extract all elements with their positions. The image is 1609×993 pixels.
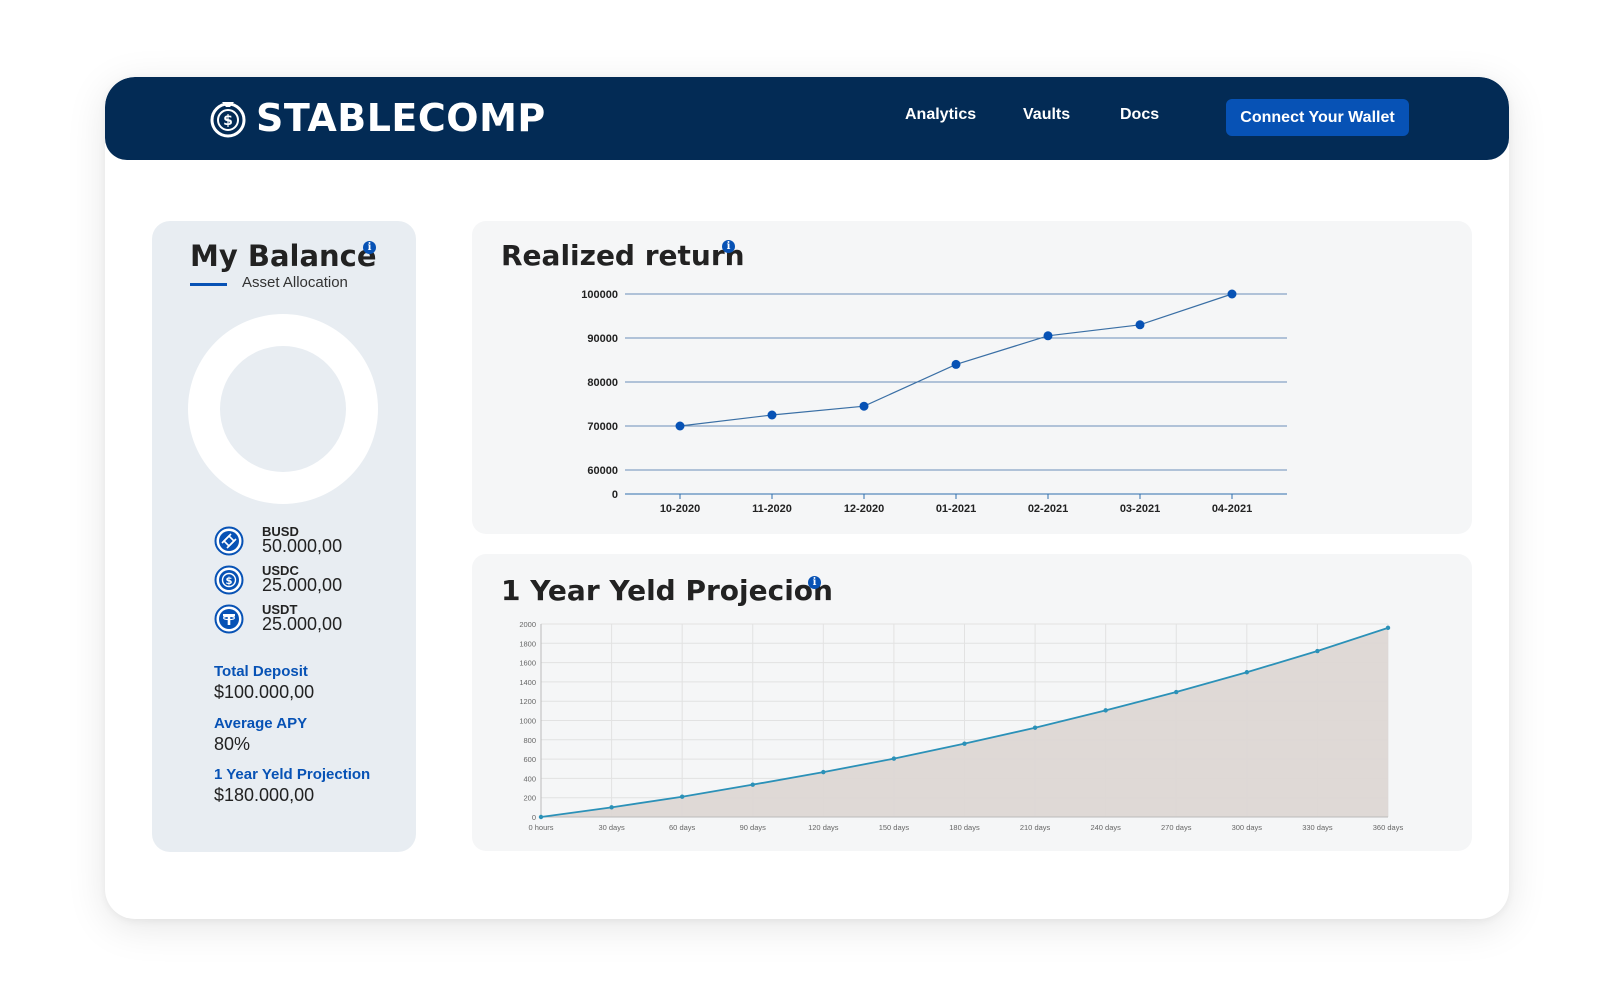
data-point	[609, 805, 614, 810]
svg-text:$: $	[226, 576, 233, 587]
subtitle-underline	[190, 283, 227, 286]
stat-label-total-deposit: Total Deposit	[214, 663, 308, 680]
stat-label-yield-projection: 1 Year Yeld Projection	[214, 766, 371, 783]
data-point	[538, 814, 544, 820]
data-point	[679, 794, 685, 799]
x-tick-label: 270 days	[1161, 823, 1192, 832]
balance-title: My Balance	[190, 239, 377, 273]
x-tick-label: 0 hours	[528, 823, 553, 832]
allocation-donut[interactable]	[188, 314, 378, 504]
y-tick-label: 80000	[587, 377, 618, 389]
y-tick-label: 60000	[587, 465, 618, 477]
data-point	[1315, 648, 1320, 654]
yield-projection-title: 1 Year Yeld Projecion	[501, 574, 833, 607]
money-bag-icon: $	[210, 102, 246, 138]
usdt-icon	[214, 604, 244, 634]
x-tick-label: 330 days	[1302, 823, 1333, 832]
data-point	[951, 359, 961, 369]
x-tick-label: 120 days	[808, 823, 839, 832]
x-tick-label: 10-2020	[660, 503, 700, 515]
y-tick-label: 800	[523, 736, 536, 745]
asset-name: BUSD	[262, 524, 299, 539]
y-tick-label: 1000	[519, 717, 536, 726]
app-frame: $ STABLECOMP Analytics Vaults Docs Conne…	[105, 77, 1509, 919]
y-tick-label: 70000	[587, 421, 618, 433]
info-icon[interactable]: i	[722, 240, 735, 253]
brand-logo[interactable]: $ STABLECOMP	[208, 96, 546, 140]
data-point	[1385, 625, 1391, 631]
data-point	[1174, 689, 1179, 695]
asset-name: USDC	[262, 563, 299, 578]
balance-card: My Balance i Asset Allocation BUSD 50.00…	[152, 221, 416, 852]
data-point	[1227, 289, 1237, 299]
info-icon[interactable]: i	[808, 576, 821, 589]
x-tick-label: 300 days	[1232, 823, 1263, 832]
nav-docs[interactable]: Docs	[1120, 106, 1160, 123]
asset-value: 25.000,00	[262, 575, 343, 595]
navbar: $ STABLECOMP Analytics Vaults Docs Conne…	[105, 77, 1509, 160]
info-icon[interactable]: i	[363, 241, 376, 254]
x-tick-label: 150 days	[879, 823, 910, 832]
data-point	[1135, 320, 1145, 330]
y-tick-label: 600	[523, 755, 536, 764]
x-tick-label: 240 days	[1090, 823, 1121, 832]
data-point	[1032, 725, 1038, 730]
busd-icon	[214, 526, 244, 556]
realized-return-panel: 0 60000 70000 80000 90000 100000 10-2020 11-202…	[472, 221, 1472, 534]
data-point	[891, 756, 897, 761]
nav-analytics[interactable]: Analytics	[905, 106, 977, 123]
x-tick-label: 180 days	[949, 823, 980, 832]
y-tick-label: 1600	[519, 659, 536, 668]
connect-wallet-button[interactable]: Connect Your Wallet	[1226, 99, 1409, 136]
y-tick-label: 1400	[519, 678, 536, 687]
asset-value: 50.000,00	[262, 536, 343, 556]
x-tick-label: 03-2021	[1120, 503, 1160, 515]
brand-name: STABLECOMP	[256, 96, 546, 140]
y-tick-label: 100000	[581, 289, 618, 301]
x-tick-label: 90 days	[740, 823, 767, 832]
y-tick-label: 2000	[519, 620, 536, 629]
y-tick-label: 200	[523, 794, 536, 803]
nav-vaults[interactable]: Vaults	[1023, 106, 1071, 123]
x-tick-label: 60 days	[669, 823, 696, 832]
realized-return-title: Realized return	[501, 239, 745, 272]
yield-projection-chart: 0 200 400 600 800 1000 1200 1400 1600 1800 2000 0 h…	[519, 620, 1404, 832]
x-tick-label: 30 days	[598, 823, 625, 832]
stat-label-average-apy: Average APY	[214, 715, 308, 732]
usdc-icon: $	[214, 565, 244, 595]
x-tick-label: 04-2021	[1212, 503, 1252, 515]
data-point	[962, 741, 967, 746]
stat-value-total-deposit: $100.000,00	[214, 682, 315, 702]
data-point	[675, 421, 685, 431]
asset-value: 25.000,00	[262, 614, 343, 634]
data-point	[859, 401, 869, 411]
x-tick-label: 02-2021	[1028, 503, 1068, 515]
x-tick-label: 01-2021	[936, 503, 976, 515]
y-tick-label: 1800	[519, 639, 536, 648]
stat-value-yield-projection: $180.000,00	[214, 785, 315, 805]
y-tick-label: 400	[523, 774, 536, 783]
x-tick-label: 360 days	[1373, 823, 1404, 832]
donut-hole	[220, 346, 346, 472]
x-tick-label: 210 days	[1020, 823, 1051, 832]
series-area	[541, 627, 1388, 817]
y-tick-label: 1200	[519, 697, 536, 706]
y-tick-label: 90000	[587, 333, 618, 345]
x-tick-label: 11-2020	[752, 503, 792, 515]
data-point	[821, 769, 826, 775]
x-tick-label: 12-2020	[844, 503, 884, 515]
realized-return-chart: 0 60000 70000 80000 90000 100000 10-2020 11-202…	[581, 289, 1287, 515]
data-point	[1244, 670, 1250, 675]
stat-value-average-apy: 80%	[214, 734, 251, 754]
data-point	[750, 782, 755, 787]
yield-projection-panel: 0 200 400 600 800 1000 1200 1400 1600 1800 2000 0 h…	[472, 554, 1472, 851]
asset-name: USDT	[262, 602, 298, 617]
y-tick-label: 0	[612, 489, 618, 501]
svg-text:$: $	[223, 113, 233, 129]
data-point	[767, 410, 777, 420]
data-point	[1103, 708, 1108, 713]
data-point	[1043, 331, 1053, 341]
y-tick-label: 0	[532, 813, 536, 822]
balance-subtitle: Asset Allocation	[242, 274, 348, 291]
